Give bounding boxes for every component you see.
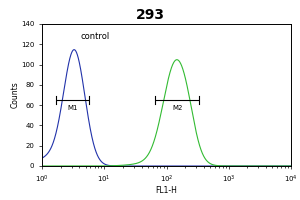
Text: control: control [81, 32, 110, 41]
Y-axis label: Counts: Counts [11, 82, 20, 108]
X-axis label: FL1-H: FL1-H [156, 186, 177, 195]
Text: 293: 293 [136, 8, 164, 22]
Text: M2: M2 [172, 105, 182, 111]
Text: M1: M1 [67, 105, 77, 111]
